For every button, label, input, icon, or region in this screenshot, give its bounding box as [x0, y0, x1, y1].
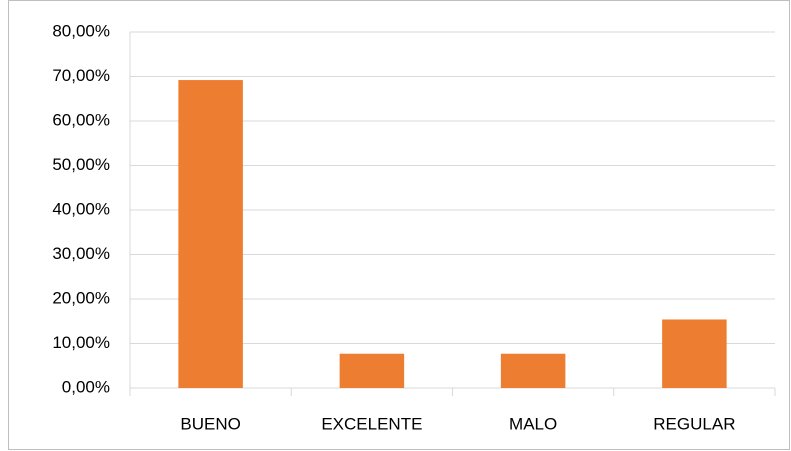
y-tick-label: 0,00%	[62, 377, 110, 396]
y-tick-label: 40,00%	[52, 199, 110, 218]
y-tick-label: 30,00%	[52, 244, 110, 263]
bar	[662, 319, 727, 388]
y-tick-label: 20,00%	[52, 288, 110, 307]
y-tick-label: 70,00%	[52, 66, 110, 85]
y-tick-label: 10,00%	[52, 333, 110, 352]
x-tick-label: BUENO	[180, 414, 240, 433]
x-tick-label: MALO	[509, 414, 557, 433]
y-tick-label: 50,00%	[52, 155, 110, 174]
y-tick-label: 60,00%	[52, 110, 110, 129]
bar	[339, 353, 405, 388]
x-tick-label: REGULAR	[653, 414, 735, 433]
bar	[178, 80, 243, 388]
bar	[500, 353, 566, 388]
y-tick-label: 80,00%	[52, 21, 110, 40]
x-tick-label: EXCELENTE	[321, 414, 422, 433]
